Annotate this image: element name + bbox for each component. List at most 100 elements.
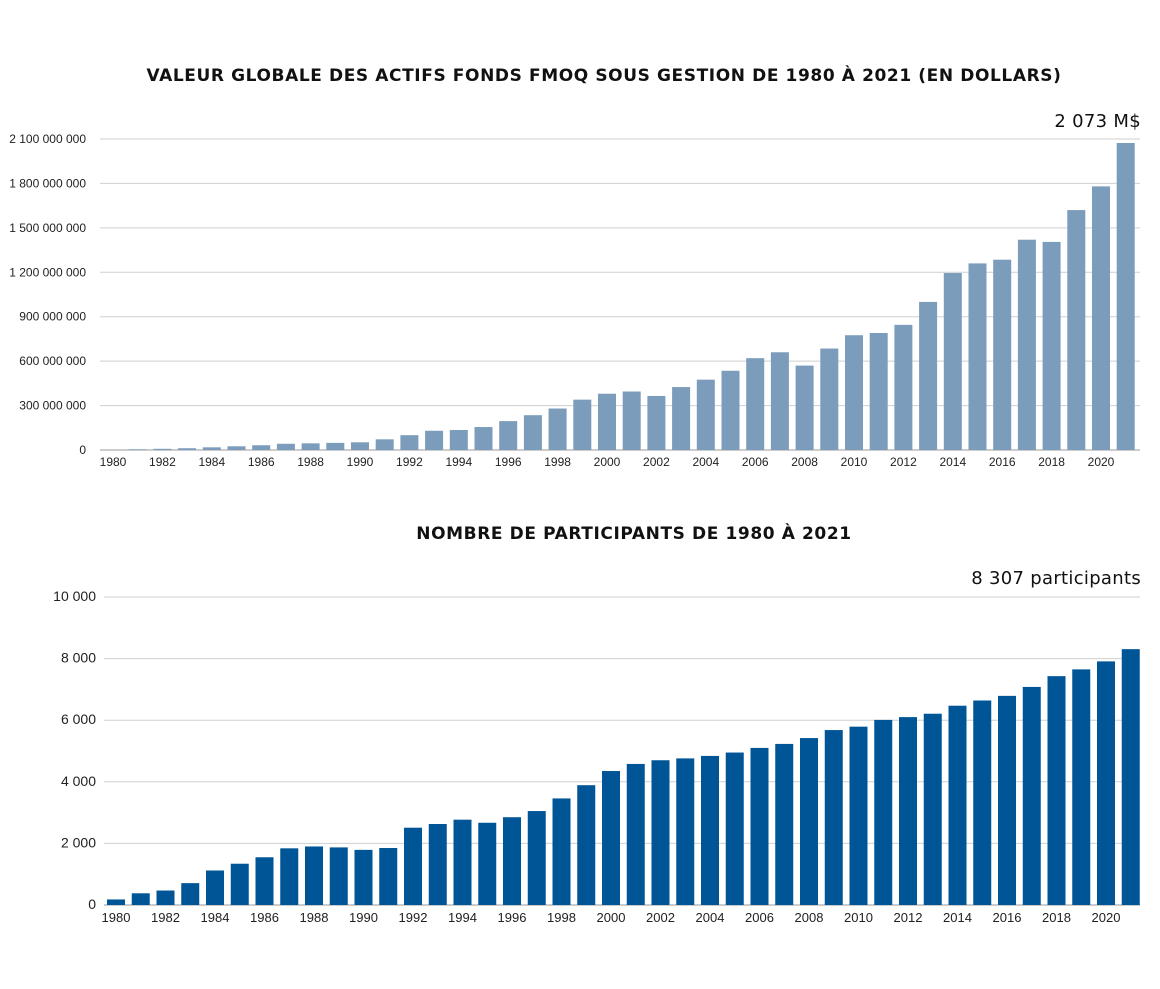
bar-1984: [202, 447, 221, 450]
x-tick-label: 1996: [498, 910, 527, 925]
bar-2021: [1121, 649, 1140, 905]
x-tick-label: 1984: [198, 455, 225, 469]
x-tick-label: 2002: [646, 910, 675, 925]
x-tick-label: 1990: [349, 910, 378, 925]
bar-1999: [577, 785, 596, 905]
bar-2015: [968, 263, 987, 450]
x-tick-label: 2004: [692, 455, 719, 469]
bar-1983: [178, 448, 197, 450]
bar-2000: [598, 393, 616, 450]
bar-1981: [131, 893, 150, 905]
x-tick-label: 2016: [989, 455, 1016, 469]
bar-1995: [478, 822, 497, 905]
y-tick-label: 2 100 000 000: [9, 132, 86, 146]
bar-2011: [869, 333, 888, 450]
x-tick-label: 1994: [448, 910, 477, 925]
bar-2002: [651, 760, 670, 905]
bar-1985: [227, 446, 246, 450]
bar-1990: [351, 442, 369, 450]
y-tick-label: 1 500 000 000: [9, 221, 86, 235]
bar-1988: [301, 443, 320, 450]
x-tick-label: 2010: [841, 455, 868, 469]
bar-1991: [379, 848, 398, 905]
x-tick-label: 2004: [696, 910, 725, 925]
y-tick-label: 4 000: [61, 773, 96, 789]
x-tick-label: 2002: [643, 455, 670, 469]
bar-2000: [602, 771, 620, 905]
bar-1987: [280, 848, 299, 905]
x-tick-label: 2014: [939, 455, 966, 469]
bar-1986: [252, 445, 271, 450]
bar-1993: [425, 430, 444, 450]
x-tick-label: 2008: [795, 910, 824, 925]
bar-2019: [1067, 210, 1086, 450]
bar-2017: [1017, 239, 1036, 450]
bar-2008: [795, 365, 814, 450]
bar-1994: [449, 430, 468, 450]
bar-2021: [1116, 142, 1135, 450]
bar-1998: [552, 798, 571, 905]
y-tick-label: 900 000 000: [19, 310, 86, 324]
bar-2010: [849, 726, 868, 905]
x-tick-label: 1994: [445, 455, 472, 469]
assets-chart-annotation: 2 073 M$: [1054, 111, 1141, 132]
x-tick-label: 1982: [151, 910, 180, 925]
bar-2015: [973, 700, 992, 905]
bar-1989: [326, 442, 345, 450]
x-tick-label: 1998: [544, 455, 571, 469]
participants-chart-bars: [107, 649, 1140, 905]
x-tick-label: 2014: [943, 910, 972, 925]
y-tick-label: 0: [88, 896, 96, 912]
bar-1991: [375, 439, 394, 450]
bar-2017: [1022, 686, 1041, 905]
assets-chart-bars: [104, 142, 1135, 450]
assets-chart: VALEUR GLOBALE DES ACTIFS FONDS FMOQ SOU…: [9, 64, 1141, 469]
x-tick-label: 1988: [300, 910, 329, 925]
x-tick-label: 1980: [102, 910, 131, 925]
bar-1993: [428, 823, 447, 905]
bar-1997: [527, 811, 546, 905]
x-tick-label: 1992: [396, 455, 423, 469]
participants-chart: NOMBRE DE PARTICIPANTS DE 1980 À 2021 8 …: [53, 522, 1141, 925]
bar-2018: [1047, 676, 1066, 905]
bar-2004: [701, 755, 719, 905]
x-tick-label: 1980: [100, 455, 127, 469]
bar-2009: [824, 730, 843, 905]
bar-2013: [923, 713, 942, 905]
x-tick-label: 2020: [1088, 455, 1115, 469]
x-tick-label: 1984: [201, 910, 230, 925]
y-tick-label: 8 000: [61, 650, 96, 666]
bar-2011: [874, 719, 893, 905]
participants-chart-annotation: 8 307 participants: [971, 568, 1141, 589]
bar-2001: [626, 763, 645, 905]
bar-2014: [943, 273, 962, 450]
bar-1982: [153, 448, 172, 450]
y-tick-label: 600 000 000: [19, 354, 86, 368]
x-tick-label: 2010: [844, 910, 873, 925]
bar-2007: [775, 743, 794, 905]
bar-1981: [128, 449, 147, 450]
bar-2002: [647, 395, 666, 450]
x-tick-label: 2016: [993, 910, 1022, 925]
participants-chart-title: NOMBRE DE PARTICIPANTS DE 1980 À 2021: [416, 522, 851, 544]
bar-1992: [404, 827, 422, 905]
y-tick-label: 1 800 000 000: [9, 176, 86, 190]
x-tick-label: 2006: [742, 455, 769, 469]
x-tick-label: 1992: [399, 910, 428, 925]
assets-chart-title: VALEUR GLOBALE DES ACTIFS FONDS FMOQ SOU…: [146, 64, 1061, 86]
bar-1992: [400, 435, 419, 450]
bar-1986: [255, 857, 274, 905]
y-tick-label: 6 000: [61, 711, 96, 727]
bar-2016: [993, 259, 1012, 450]
bar-1996: [503, 817, 521, 905]
assets-chart-gridlines: [100, 138, 1140, 451]
bar-1994: [453, 819, 472, 905]
bar-2009: [820, 348, 839, 450]
bar-2020: [1092, 186, 1110, 450]
bar-2005: [725, 752, 744, 905]
assets-chart-x-ticks: 1980 1982 1984 1986 1988 1990 1992 1994 1996 1998…: [100, 455, 1115, 469]
x-tick-label: 1990: [347, 455, 374, 469]
participants-chart-gridlines: [104, 596, 1140, 906]
y-tick-label: 300 000 000: [19, 399, 86, 413]
